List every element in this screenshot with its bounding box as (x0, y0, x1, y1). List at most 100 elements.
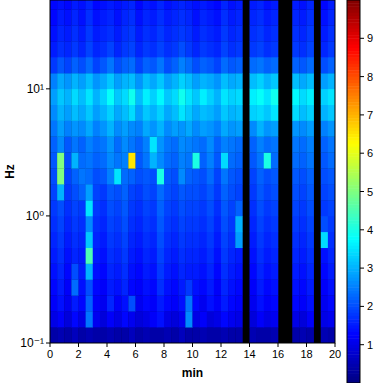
cell (200, 25, 207, 41)
cell (57, 136, 64, 152)
cell (86, 89, 93, 105)
cell (264, 136, 271, 152)
cell (193, 264, 200, 280)
cell (121, 105, 128, 121)
cell (128, 25, 135, 41)
cell (143, 327, 150, 343)
cell (235, 311, 242, 327)
cell (93, 184, 100, 200)
cell (257, 73, 264, 89)
cell (321, 295, 328, 311)
cell (235, 152, 242, 168)
cell (50, 327, 57, 343)
cell (79, 0, 86, 10)
cell (100, 105, 107, 121)
cell (321, 105, 328, 121)
colorbar-band (347, 156, 360, 160)
cell (143, 232, 150, 248)
cell (264, 105, 271, 121)
cell (57, 184, 64, 200)
cell (100, 264, 107, 280)
cell (136, 200, 143, 216)
cell (93, 311, 100, 327)
colorbar-band (347, 354, 360, 358)
cell (328, 311, 335, 327)
cell (214, 184, 221, 200)
cell (143, 136, 150, 152)
x-tick-label: 10 (186, 348, 198, 360)
x-tick-label: 12 (215, 348, 227, 360)
cell (307, 248, 314, 264)
cell (328, 279, 335, 295)
cell (271, 264, 278, 280)
colorbar-band (347, 112, 360, 116)
cell (171, 264, 178, 280)
cell (157, 136, 164, 152)
cell (200, 216, 207, 232)
cell (136, 327, 143, 343)
colorbar-band (347, 124, 360, 128)
cell (150, 184, 157, 200)
cell (328, 200, 335, 216)
cell (157, 41, 164, 57)
cell (143, 9, 150, 25)
colorbar-band (347, 64, 360, 68)
cell (250, 105, 257, 121)
cell (328, 248, 335, 264)
cell (257, 105, 264, 121)
cell (292, 311, 299, 327)
cell (121, 121, 128, 137)
cell (292, 89, 299, 105)
cell (178, 248, 185, 264)
cell (271, 216, 278, 232)
cell (228, 121, 235, 137)
cell (292, 248, 299, 264)
cell (150, 73, 157, 89)
cell (228, 327, 235, 343)
cell (178, 89, 185, 105)
cell (321, 25, 328, 41)
colorbar-band (347, 188, 360, 192)
cell (264, 200, 271, 216)
colorbar-tick (360, 153, 364, 154)
cell (271, 311, 278, 327)
cell (292, 57, 299, 73)
cell (64, 41, 71, 57)
cell (79, 279, 86, 295)
cell (128, 279, 135, 295)
cell (93, 264, 100, 280)
cell (328, 57, 335, 73)
cell (307, 25, 314, 41)
cell (50, 311, 57, 327)
x-tick-label: 2 (75, 348, 81, 360)
cell (114, 41, 121, 57)
x-tick-label: 16 (272, 348, 284, 360)
cell (228, 232, 235, 248)
cell (64, 168, 71, 184)
cell (100, 311, 107, 327)
colorbar-band (347, 262, 360, 266)
cell (93, 200, 100, 216)
cell (114, 89, 121, 105)
cell (250, 311, 257, 327)
cell (193, 89, 200, 105)
cell (150, 121, 157, 137)
colorbar-tick-label: 9 (367, 32, 373, 44)
cell (178, 121, 185, 137)
cell (107, 295, 114, 311)
cell (107, 105, 114, 121)
cell (264, 327, 271, 343)
colorbar-band (347, 109, 360, 113)
cell (178, 327, 185, 343)
colorbar-band (347, 150, 360, 154)
cell (171, 200, 178, 216)
y-tick-label: 10⁻¹ (20, 336, 44, 350)
colorbar-band (347, 259, 360, 263)
cell (157, 311, 164, 327)
cell (57, 73, 64, 89)
cell (271, 121, 278, 137)
cell (193, 57, 200, 73)
cell (292, 41, 299, 57)
colorbar-tick (360, 114, 364, 115)
cell (299, 184, 306, 200)
